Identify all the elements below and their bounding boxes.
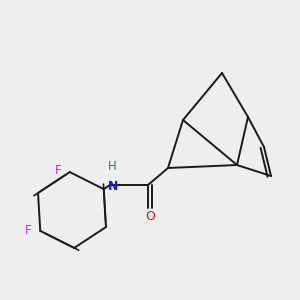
Text: O: O bbox=[145, 209, 155, 223]
Text: F: F bbox=[25, 224, 32, 237]
Text: N: N bbox=[108, 181, 118, 194]
Text: F: F bbox=[55, 164, 61, 177]
Text: H: H bbox=[108, 160, 116, 172]
